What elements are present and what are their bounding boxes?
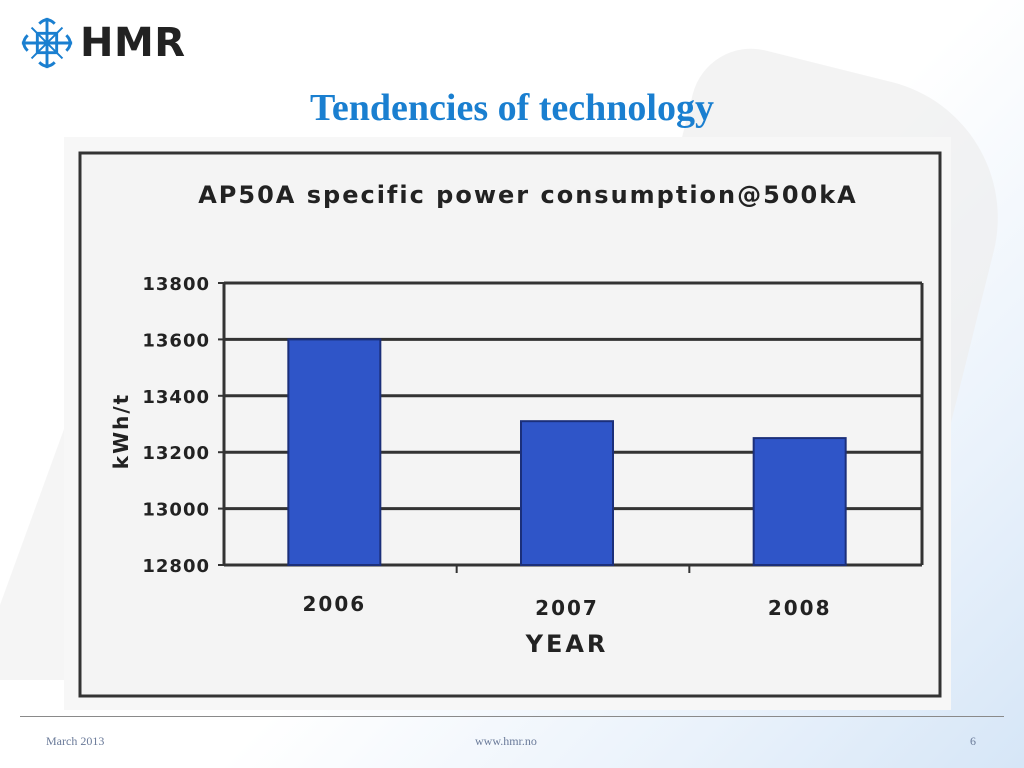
y-tick-label: 12800: [142, 556, 210, 577]
logo-text: HMR: [80, 20, 186, 66]
page-number: 6: [970, 734, 976, 748]
hmr-logo-icon: [21, 17, 73, 69]
y-tick-label: 13800: [142, 274, 210, 295]
x-tick-label: 2007: [535, 596, 599, 620]
x-tick-label: 2008: [768, 596, 832, 620]
hmr-logo: HMR: [18, 14, 186, 72]
y-tick-label: 13200: [142, 443, 210, 464]
x-axis-label: YEAR: [525, 630, 609, 658]
bars: [287, 338, 847, 567]
y-tick-label: 13400: [142, 387, 210, 408]
footer-date: March 2013: [46, 734, 105, 748]
footer-divider: [20, 716, 1004, 717]
chart-title: AP50A specific power consumption@500kA: [198, 181, 858, 209]
y-tick-label: 13000: [142, 500, 210, 521]
chart-frame: AP50A specific power consumption@500kA 1…: [64, 137, 951, 710]
bar-2006: [287, 338, 382, 566]
bar-2008: [752, 437, 847, 567]
x-tick-labels: 2006 2007 2008: [302, 592, 832, 620]
y-axis-label: kWh/t: [109, 393, 133, 469]
y-tick-labels: 13800 13600 13400 13200 13000 12800: [142, 274, 210, 577]
y-tick-label: 13600: [142, 330, 210, 351]
footer-url[interactable]: www.hmr.no: [475, 734, 537, 748]
bar-chart: AP50A specific power consumption@500kA 1…: [78, 151, 942, 698]
x-tick-label: 2006: [302, 592, 366, 616]
slide-title: Tendencies of technology: [310, 87, 714, 129]
bar-2007: [520, 420, 614, 566]
